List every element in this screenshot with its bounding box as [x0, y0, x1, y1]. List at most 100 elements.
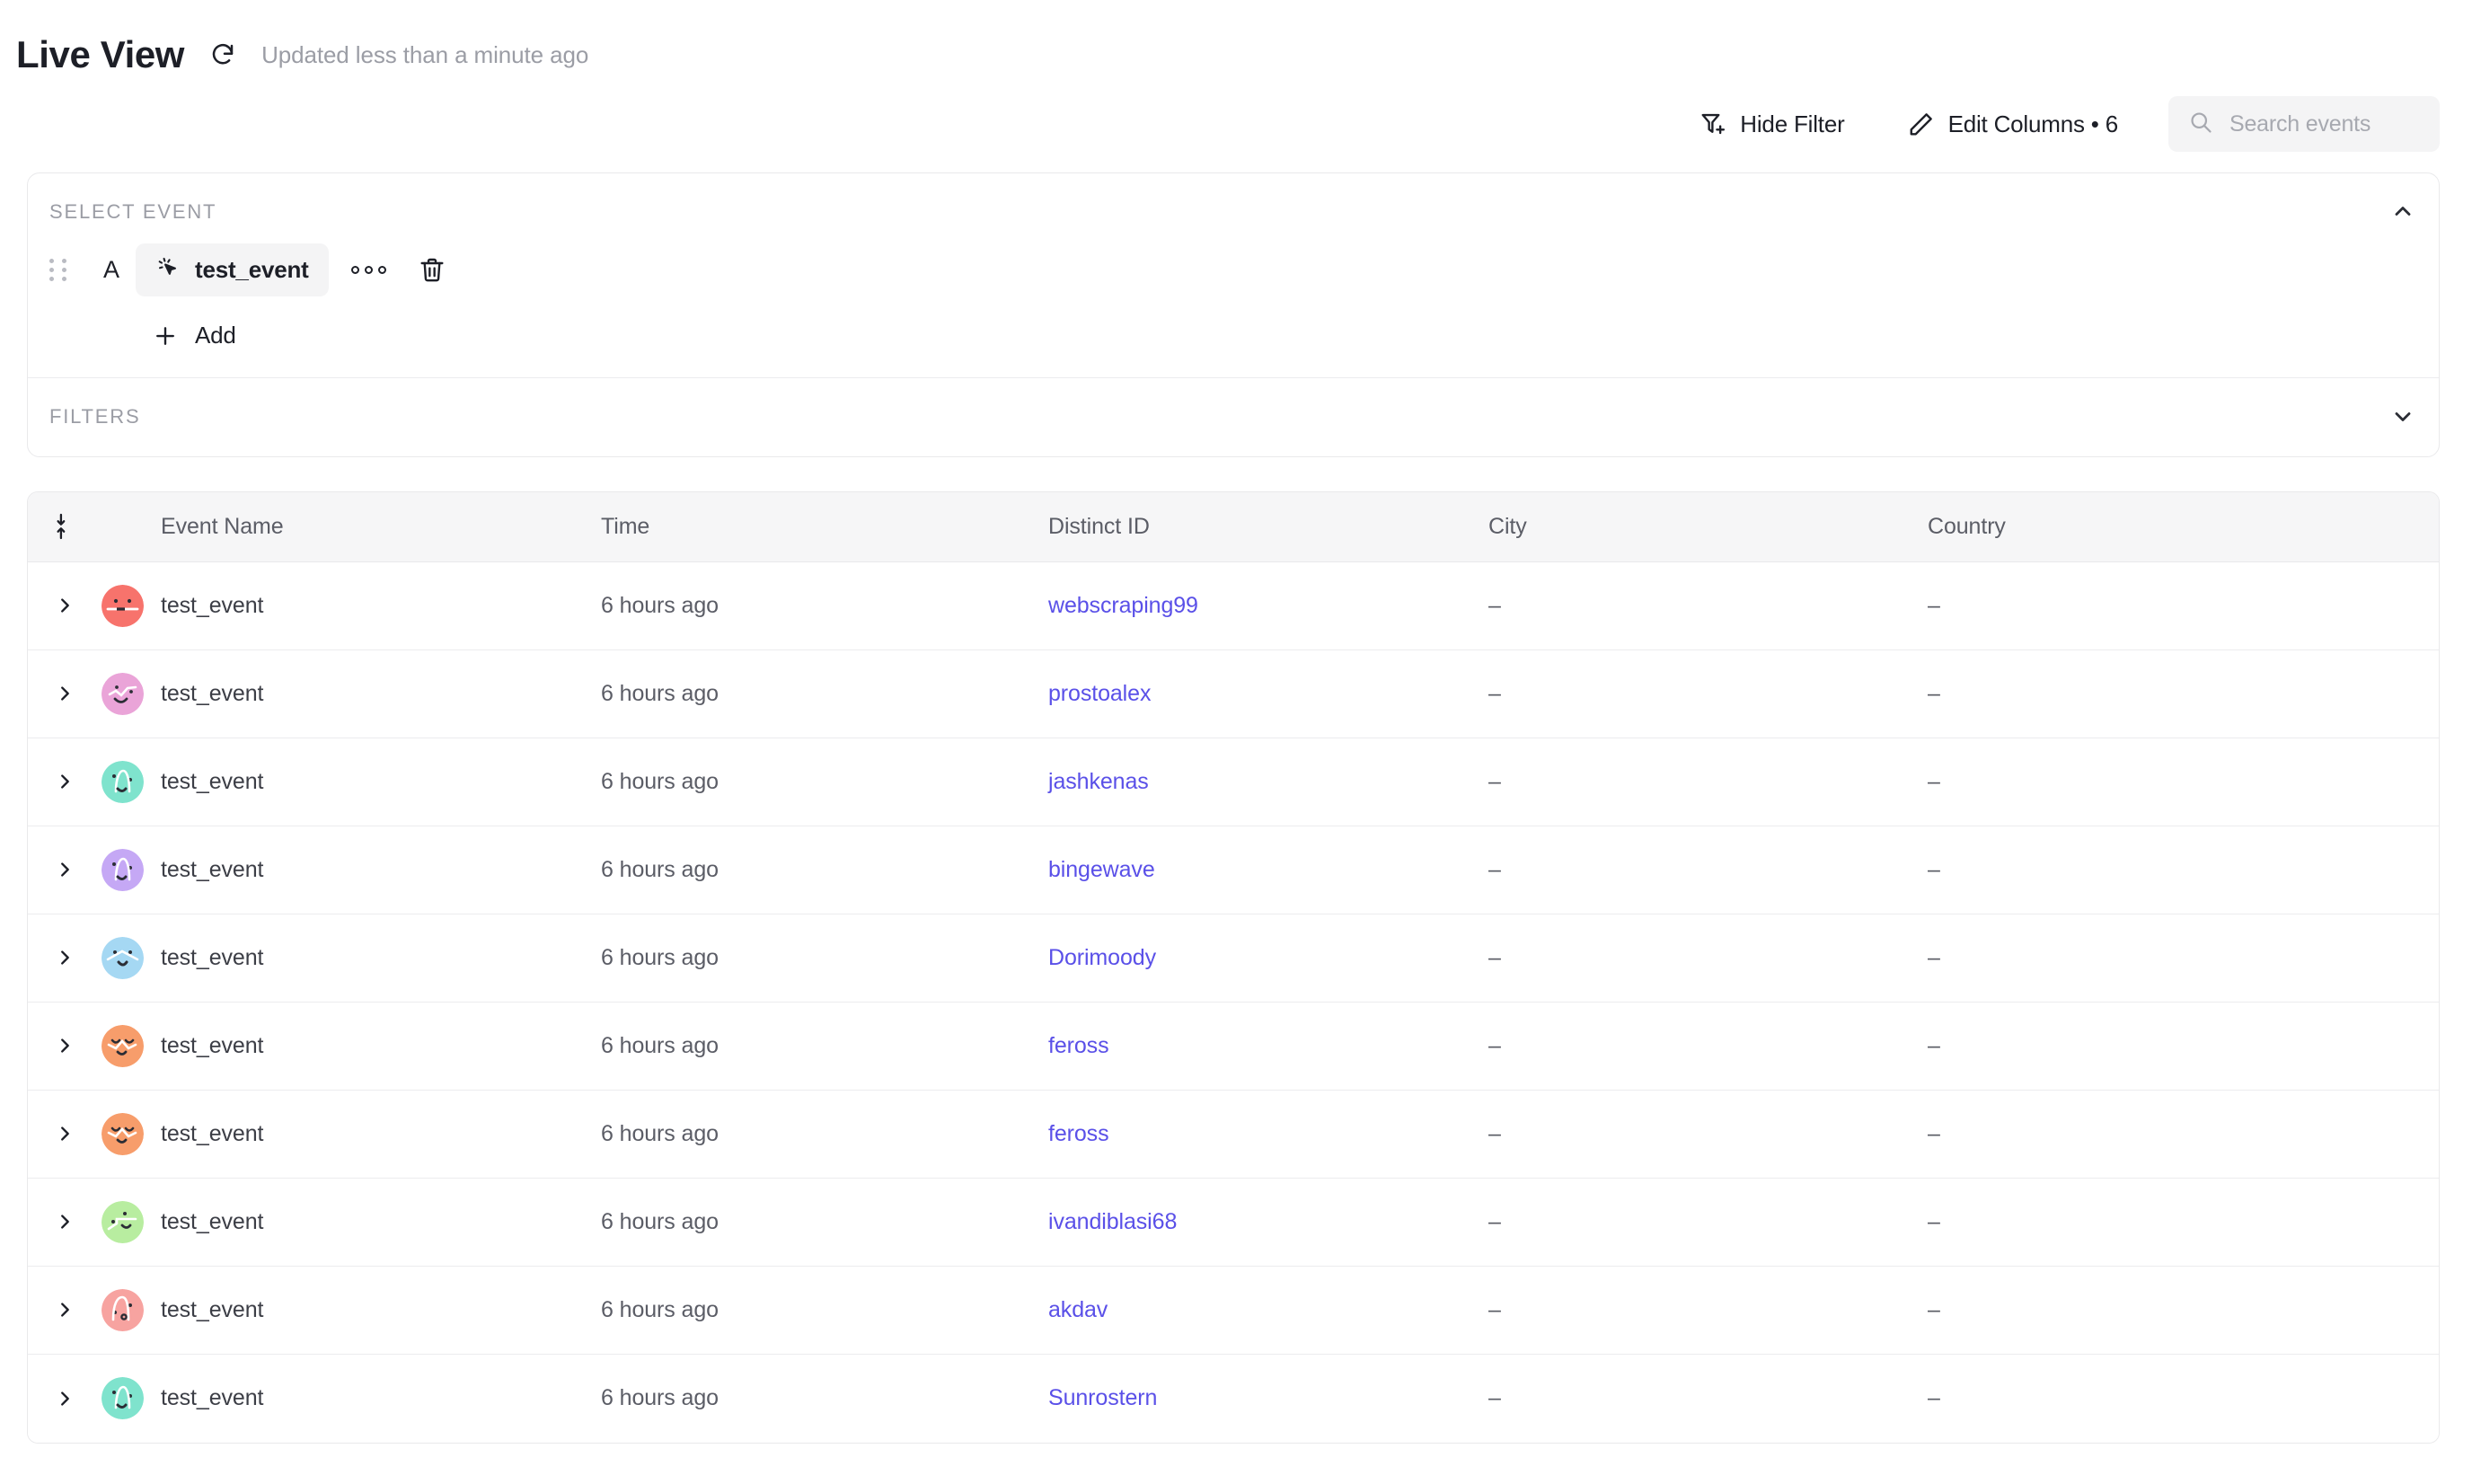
- table-row[interactable]: test_event 6 hours ago jashkenas – –: [28, 738, 2439, 826]
- refresh-icon[interactable]: [207, 40, 238, 70]
- edit-columns-button[interactable]: Edit Columns • 6: [1894, 102, 2132, 147]
- cell-city: –: [1488, 592, 1501, 618]
- distinct-id-link[interactable]: bingewave: [1048, 856, 1155, 882]
- chevron-down-icon[interactable]: [2390, 404, 2415, 429]
- chevron-right-icon[interactable]: [28, 772, 102, 791]
- search-events-box[interactable]: [2168, 96, 2440, 152]
- cell-distinct-id[interactable]: bingewave: [1048, 857, 1488, 883]
- table-row[interactable]: test_event 6 hours ago feross – –: [28, 1002, 2439, 1091]
- column-header-event-name[interactable]: Event Name: [161, 513, 284, 539]
- cell-country: –: [1928, 944, 1940, 970]
- distinct-id-link[interactable]: prostoalex: [1048, 680, 1152, 706]
- cell-country: –: [1928, 1120, 1940, 1146]
- cell-country: –: [1928, 1296, 1940, 1322]
- table-row[interactable]: test_event 6 hours ago Dorimoody – –: [28, 914, 2439, 1003]
- cell-country: –: [1928, 768, 1940, 794]
- sort-updown-icon[interactable]: [53, 513, 76, 540]
- cell-time: 6 hours ago: [601, 1120, 719, 1146]
- cell-event-name: test_event: [161, 592, 264, 618]
- sort-column-header[interactable]: [28, 513, 102, 540]
- chevron-right-icon[interactable]: [28, 1212, 102, 1232]
- column-header-distinct-id[interactable]: Distinct ID: [1048, 513, 1150, 539]
- cell-city: –: [1488, 1385, 1501, 1410]
- pencil-icon: [1908, 110, 1935, 137]
- column-header-time[interactable]: Time: [601, 513, 650, 539]
- column-header-country[interactable]: Country: [1928, 513, 2006, 539]
- cell-city: –: [1488, 768, 1501, 794]
- cell-distinct-id[interactable]: Sunrostern: [1048, 1385, 1488, 1411]
- distinct-id-link[interactable]: akdav: [1048, 1296, 1108, 1322]
- ellipsis-icon[interactable]: [347, 248, 392, 293]
- table-row[interactable]: test_event 6 hours ago bingewave – –: [28, 826, 2439, 914]
- cell-event-name: test_event: [161, 1385, 264, 1410]
- table-header-row: Event Name Time Distinct ID City Country: [28, 491, 2439, 562]
- filter-plus-icon: [1700, 110, 1726, 137]
- table-row[interactable]: test_event 6 hours ago Sunrostern – –: [28, 1354, 2439, 1443]
- chevron-right-icon[interactable]: [28, 1124, 102, 1144]
- distinct-id-link[interactable]: Sunrostern: [1048, 1385, 1158, 1410]
- avatar: [102, 1112, 161, 1155]
- distinct-id-link[interactable]: feross: [1048, 1120, 1109, 1146]
- cell-distinct-id[interactable]: webscraping99: [1048, 593, 1488, 619]
- table-row[interactable]: test_event 6 hours ago feross – –: [28, 1090, 2439, 1179]
- cell-distinct-id[interactable]: feross: [1048, 1033, 1488, 1059]
- cell-city: –: [1488, 856, 1501, 882]
- table-row[interactable]: test_event 6 hours ago akdav – –: [28, 1266, 2439, 1355]
- cell-distinct-id[interactable]: akdav: [1048, 1297, 1488, 1323]
- hide-filter-button[interactable]: Hide Filter: [1685, 102, 1858, 147]
- chevron-right-icon[interactable]: [28, 1300, 102, 1320]
- cell-event-name: test_event: [161, 1208, 264, 1234]
- table-row[interactable]: test_event 6 hours ago prostoalex – –: [28, 649, 2439, 738]
- chevron-up-icon[interactable]: [2390, 199, 2415, 224]
- add-event-label: Add: [195, 322, 236, 349]
- cell-distinct-id[interactable]: feross: [1048, 1121, 1488, 1147]
- select-event-section: SELECT EVENT A: [28, 173, 2439, 377]
- filters-section[interactable]: FILTERS: [28, 376, 2439, 456]
- events-table: Event Name Time Distinct ID City Country…: [27, 490, 2440, 1444]
- avatar: [102, 1288, 161, 1331]
- trash-icon[interactable]: [410, 248, 455, 293]
- event-series-row: A test_event: [28, 243, 2439, 296]
- query-builder-card: SELECT EVENT A: [27, 172, 2440, 457]
- cell-time: 6 hours ago: [601, 1208, 719, 1234]
- cell-country: –: [1928, 592, 1940, 618]
- cell-distinct-id[interactable]: Dorimoody: [1048, 945, 1488, 971]
- cell-event-name: test_event: [161, 944, 264, 970]
- add-event-button[interactable]: Add: [152, 322, 236, 349]
- avatar: [102, 672, 161, 715]
- cell-distinct-id[interactable]: ivandiblasi68: [1048, 1209, 1488, 1235]
- table-row[interactable]: test_event 6 hours ago webscraping99 – –: [28, 561, 2439, 650]
- chevron-right-icon[interactable]: [28, 948, 102, 967]
- chevron-right-icon[interactable]: [28, 596, 102, 615]
- event-name-pill[interactable]: test_event: [136, 243, 329, 296]
- drag-handle-icon[interactable]: [49, 259, 73, 281]
- chevron-right-icon[interactable]: [28, 860, 102, 879]
- chevron-right-icon[interactable]: [28, 1389, 102, 1409]
- avatar: [102, 760, 161, 803]
- distinct-id-link[interactable]: feross: [1048, 1032, 1109, 1058]
- column-header-city[interactable]: City: [1488, 513, 1527, 539]
- search-icon: [2188, 110, 2213, 139]
- event-name-label: test_event: [195, 256, 309, 283]
- avatar: [102, 1024, 161, 1067]
- distinct-id-link[interactable]: webscraping99: [1048, 592, 1198, 618]
- search-input[interactable]: [2229, 110, 2420, 137]
- cell-distinct-id[interactable]: jashkenas: [1048, 769, 1488, 795]
- distinct-id-link[interactable]: ivandiblasi68: [1048, 1208, 1178, 1234]
- chevron-right-icon[interactable]: [28, 684, 102, 703]
- table-row[interactable]: test_event 6 hours ago ivandiblasi68 – –: [28, 1178, 2439, 1267]
- chevron-right-icon[interactable]: [28, 1036, 102, 1056]
- cell-distinct-id[interactable]: prostoalex: [1048, 681, 1488, 707]
- avatar: [102, 584, 161, 627]
- avatar: [102, 1200, 161, 1243]
- avatar: [102, 936, 161, 979]
- distinct-id-link[interactable]: jashkenas: [1048, 768, 1149, 794]
- select-event-label: SELECT EVENT: [49, 200, 217, 223]
- cell-time: 6 hours ago: [601, 1296, 719, 1322]
- cell-city: –: [1488, 1120, 1501, 1146]
- avatar: [102, 1377, 161, 1419]
- page-title: Live View: [16, 33, 185, 75]
- cell-city: –: [1488, 1032, 1501, 1058]
- distinct-id-link[interactable]: Dorimoody: [1048, 944, 1156, 970]
- cell-time: 6 hours ago: [601, 1032, 719, 1058]
